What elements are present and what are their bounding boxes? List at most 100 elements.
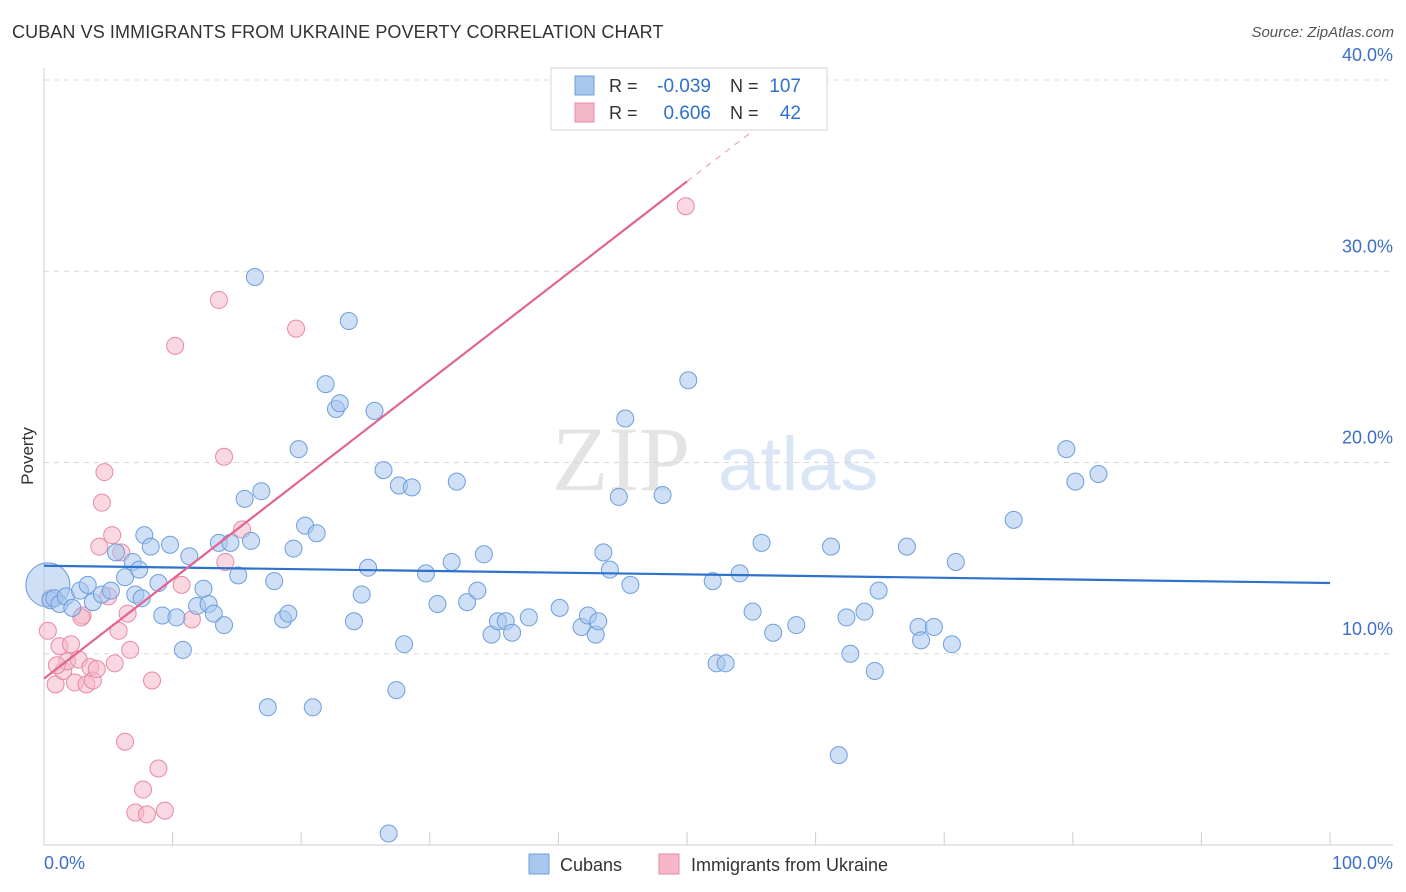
point-ukraine: [62, 635, 81, 654]
point-cubans: [365, 401, 384, 420]
legend-cubans-n-label: N =: [730, 76, 759, 96]
point-ukraine: [216, 552, 235, 571]
x-tick-label-max: 100.0%: [1332, 853, 1393, 873]
legend-ukraine-n-label: N =: [730, 103, 759, 123]
x-ticks: [43, 832, 1331, 845]
point-ukraine: [103, 526, 122, 545]
point-cubans: [764, 623, 783, 642]
point-cubans: [78, 575, 97, 594]
point-cubans: [316, 375, 335, 394]
trend-line-cubans: [43, 564, 1331, 585]
legend-cubans-r-label: R =: [609, 76, 638, 96]
point-cubans: [402, 478, 421, 497]
point-cubans: [589, 612, 608, 631]
point-cubans: [141, 537, 160, 556]
point-ukraine: [155, 801, 174, 820]
point-cubans: [265, 572, 284, 591]
point-cubans: [101, 581, 120, 600]
legend-top: R = -0.039 N = 107 R = 0.606 N = 42: [550, 67, 828, 131]
point-cubans: [307, 524, 326, 543]
point-cubans: [161, 535, 180, 554]
point-ukraine: [105, 654, 124, 673]
point-cubans: [416, 564, 435, 583]
point-ukraine: [137, 805, 156, 824]
point-cubans: [897, 537, 916, 556]
point-ukraine: [215, 447, 234, 466]
point-ukraine: [87, 660, 106, 679]
point-cubans: [550, 598, 569, 617]
legend-bottom-cubans-label: Cubans: [560, 855, 622, 875]
point-cubans: [359, 558, 378, 577]
point-cubans: [379, 824, 398, 843]
point-cubans: [474, 545, 493, 564]
watermark-atlas: atlas: [718, 422, 879, 507]
legend-top-box: [550, 67, 828, 131]
point-cubans: [289, 440, 308, 459]
legend-bottom: Cubans Immigrants from Ukraine: [528, 853, 888, 875]
point-cubans: [1004, 510, 1023, 529]
point-cubans: [235, 489, 254, 508]
point-cubans: [1057, 440, 1076, 459]
point-cubans: [447, 472, 466, 491]
point-cubans: [1089, 464, 1108, 483]
point-cubans: [258, 698, 277, 717]
legend-bottom-ukraine-swatch: [658, 853, 680, 875]
point-ukraine: [95, 463, 114, 482]
point-cubans: [215, 616, 234, 635]
series-ukraine-points: [38, 197, 695, 824]
y-tick-label: 40.0%: [1342, 45, 1393, 65]
point-cubans: [621, 575, 640, 594]
legend-ukraine-n-value: 42: [780, 103, 801, 124]
trend-lines: [43, 112, 1331, 680]
point-cubans: [245, 267, 264, 286]
y-tick-label: 20.0%: [1342, 428, 1393, 448]
point-ukraine: [38, 621, 57, 640]
y-tick-labels: 10.0% 20.0% 30.0% 40.0%: [1342, 45, 1393, 639]
legend-cubans-n-value: 107: [769, 76, 801, 97]
point-cubans: [616, 409, 635, 428]
point-cubans: [387, 681, 406, 700]
point-cubans: [130, 560, 149, 579]
point-cubans: [837, 608, 856, 627]
point-ukraine: [47, 656, 66, 675]
x-tick-label-min: 0.0%: [44, 853, 85, 873]
axes: [43, 68, 1393, 846]
point-ukraine: [166, 336, 185, 355]
point-cubans: [942, 635, 961, 654]
point-cubans: [303, 698, 322, 717]
point-cubans: [221, 533, 240, 552]
point-cubans: [519, 608, 538, 627]
point-ukraine: [46, 675, 65, 694]
point-cubans: [63, 598, 82, 617]
point-cubans: [242, 531, 261, 550]
source-label: Source: ZipAtlas.com: [1251, 24, 1394, 41]
point-cubans: [339, 311, 358, 330]
legend-bottom-cubans-swatch: [528, 853, 550, 875]
point-cubans: [703, 572, 722, 591]
point-ukraine: [172, 575, 191, 594]
point-cubans: [924, 617, 943, 636]
point-cubans: [822, 537, 841, 556]
point-cubans: [503, 623, 522, 642]
legend-ukraine-swatch: [574, 102, 595, 123]
point-cubans: [829, 746, 848, 765]
point-cubans: [752, 533, 771, 552]
point-cubans: [787, 616, 806, 635]
point-ukraine: [92, 493, 111, 512]
point-cubans: [167, 608, 186, 627]
point-cubans: [395, 635, 414, 654]
point-ukraine: [116, 732, 135, 751]
point-cubans: [194, 579, 213, 598]
trend-line-ukraine: [43, 180, 688, 680]
point-ukraine: [287, 319, 306, 338]
point-cubans: [1066, 472, 1085, 491]
point-cubans: [284, 539, 303, 558]
point-cubans: [743, 602, 762, 621]
point-ukraine: [149, 759, 168, 778]
point-cubans: [352, 585, 371, 604]
point-cubans: [107, 543, 126, 562]
point-cubans: [600, 560, 619, 579]
legend-ukraine-r-value: 0.606: [663, 103, 711, 124]
point-cubans: [458, 593, 477, 612]
point-ukraine: [676, 197, 695, 216]
